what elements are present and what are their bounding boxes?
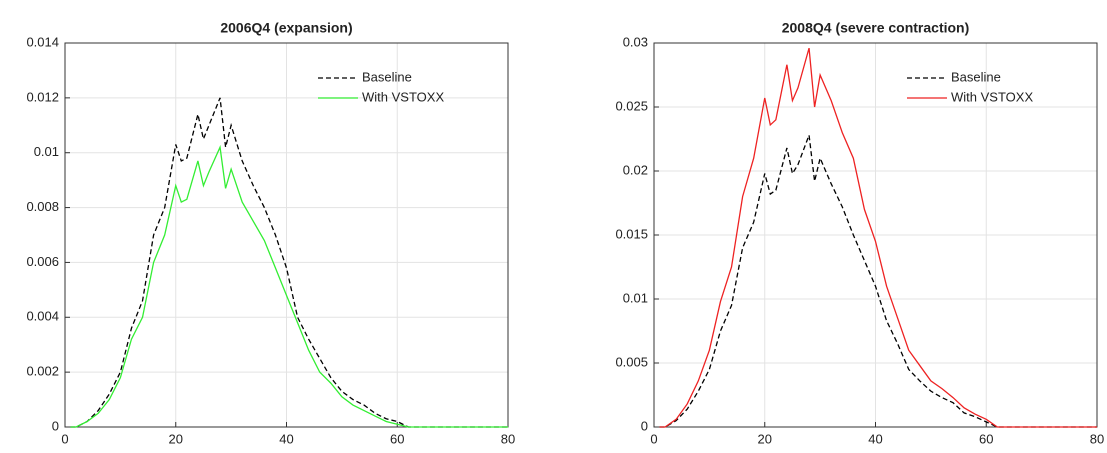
x-tick-label: 20: [169, 431, 183, 446]
x-tick-label: 20: [758, 431, 772, 446]
x-tick-label: 40: [868, 431, 882, 446]
y-tick-label: 0: [641, 418, 648, 433]
y-tick-label: 0.004: [26, 309, 59, 324]
y-tick-label: 0.002: [26, 364, 59, 379]
legend-label: With VSTOXX: [951, 89, 1033, 104]
y-tick-label: 0.01: [623, 290, 648, 305]
y-tick-label: 0.03: [623, 34, 648, 49]
plot-frame: [64, 42, 509, 428]
legend-label: With VSTOXX: [362, 89, 444, 104]
series-line: [70, 97, 508, 428]
y-tick-label: 0.02: [623, 162, 648, 177]
x-tick-label: 60: [390, 431, 404, 446]
x-tick-label: 40: [279, 431, 293, 446]
plot-frame: [653, 42, 1098, 428]
y-tick-label: 0.025: [615, 98, 648, 113]
chart-title: 2008Q4 (severe contraction): [782, 20, 970, 36]
y-tick-label: 0.014: [26, 34, 59, 49]
y-tick-label: 0.006: [26, 254, 59, 269]
x-tick-label: 0: [650, 431, 657, 446]
series-line: [659, 134, 1097, 428]
x-tick-label: 60: [979, 431, 993, 446]
y-tick-label: 0.005: [615, 354, 648, 369]
x-tick-label: 80: [1090, 431, 1104, 446]
series-line: [659, 47, 1097, 428]
y-tick-label: 0.015: [615, 226, 648, 241]
series-line: [70, 144, 508, 428]
y-tick-label: 0: [52, 418, 59, 433]
legend-label: Baseline: [951, 69, 1001, 84]
chart-title: 2006Q4 (expansion): [220, 20, 352, 36]
legend-label: Baseline: [362, 69, 412, 84]
y-tick-label: 0.01: [34, 144, 59, 159]
x-tick-label: 0: [61, 431, 68, 446]
x-tick-label: 80: [501, 431, 515, 446]
y-tick-label: 0.012: [26, 89, 59, 104]
y-tick-label: 0.008: [26, 199, 59, 214]
